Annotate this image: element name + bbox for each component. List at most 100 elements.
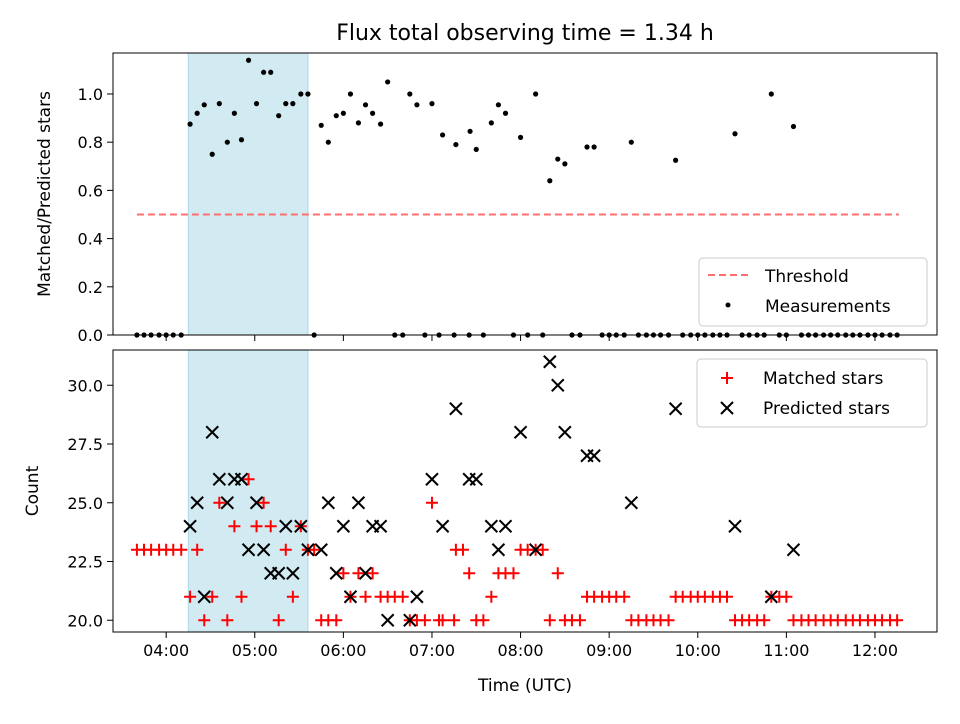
predicted-star-point-b [220, 496, 235, 510]
predicted-star-point-b [786, 543, 801, 557]
matched-star-point [662, 614, 675, 627]
predicted-star-point [205, 425, 219, 439]
predicted-star-point [624, 496, 639, 510]
predicted-star-point-b [469, 472, 483, 486]
matched-star-point [485, 590, 498, 603]
matched-star-point [456, 543, 469, 556]
measurement-point [268, 69, 274, 75]
predicted-star-point-b [249, 496, 264, 510]
predicted-star-point [183, 519, 197, 533]
predicted-star-point-b [498, 519, 513, 533]
measurement-point [194, 110, 200, 116]
predicted-star-point [469, 472, 483, 486]
predicted-star-point-b [528, 543, 543, 557]
predicted-star-point [314, 543, 328, 557]
measurement-point [502, 110, 509, 116]
measurement-point [440, 132, 446, 138]
predicted-star-point [513, 425, 528, 439]
matched-star-point [286, 590, 299, 603]
top-y-tick-label: 0.8 [78, 133, 103, 152]
predicted-star-point-b [587, 449, 601, 463]
legend-matched-swatch [721, 372, 733, 384]
measurement-point [231, 110, 237, 116]
matched-star-point [257, 496, 270, 509]
predicted-star-point [241, 543, 256, 557]
matched-star-point [337, 567, 350, 580]
measurement-point [768, 91, 774, 97]
measurement-point [216, 101, 222, 107]
matched-star-point [228, 520, 241, 533]
predicted-star-point [425, 472, 439, 486]
measurement-point [732, 131, 738, 137]
predicted-star-point [351, 496, 366, 510]
measurement-point [467, 128, 473, 134]
predicted-star-point-b [513, 425, 528, 439]
predicted-star-point-b [256, 543, 271, 557]
predicted-star-point-b [279, 519, 293, 533]
measurement-point [407, 91, 413, 97]
measurement-point [584, 144, 590, 150]
measurement-point [290, 101, 296, 107]
matched-star-point [425, 496, 438, 509]
legend-predicted-marker-b [720, 401, 734, 415]
top-legend-box [698, 257, 928, 327]
matched-star-point [191, 543, 204, 556]
bottom-x-tick-label: 12:00 [852, 641, 898, 660]
predicted-star-point [279, 519, 293, 533]
measurement-point [245, 57, 252, 63]
matched-star-point [721, 590, 734, 603]
predicted-star-point-b [425, 472, 439, 486]
predicted-star-point-b [301, 543, 315, 557]
predicted-star-point-b [205, 425, 219, 439]
bottom-y-tick-label: 22.5 [67, 553, 103, 572]
measurement-point [562, 161, 568, 167]
bottom-x-tick-label: 05:00 [232, 641, 278, 660]
bottom-y-tick-label: 20.0 [67, 611, 103, 630]
predicted-star-point [249, 496, 264, 510]
matched-star-point [436, 614, 449, 627]
matched-star-point [279, 543, 292, 556]
matched-star-point [418, 614, 431, 627]
matched-star-point [359, 590, 372, 603]
measurement-point [224, 139, 230, 145]
matched-star-point [463, 567, 476, 580]
matched-star-point [536, 543, 549, 556]
measurement-point [347, 91, 354, 97]
legend-predicted-swatch [720, 401, 734, 415]
matched-star-point [221, 614, 234, 627]
predicted-star-point-b [403, 613, 417, 627]
matched-star-point [618, 590, 631, 603]
measurement-point [298, 91, 304, 97]
measurement-point [253, 101, 260, 107]
predicted-star-point [212, 472, 227, 486]
legend-measurements-label: Measurements [765, 297, 891, 317]
bottom-plot-frame [112, 349, 938, 633]
top-y-axis-label: Matched/Predicted stars [35, 91, 55, 297]
measurement-point [790, 123, 797, 130]
bottom-y-tick-label: 30.0 [67, 376, 103, 395]
predicted-star-point [528, 543, 543, 557]
bottom-x-tick-label: 08:00 [498, 641, 544, 660]
predicted-star-point-b [336, 519, 351, 533]
predicted-star-point [764, 590, 779, 604]
bottom-y-axis-label: Count [23, 465, 43, 516]
bottom-axes: 20.0 22.5 25.0 27.5 30.0 04:00 05:00 06:00 07:00… [67, 349, 938, 660]
predicted-star-point [403, 613, 417, 627]
legend-matched-marker [721, 372, 733, 384]
measurement-point [517, 134, 524, 140]
predicted-star-point [484, 519, 499, 533]
measurement-point [495, 102, 502, 108]
chart-title: Flux total observing time = 1.34 h [336, 21, 714, 46]
top-axes: 0.0 0.2 0.4 0.6 0.8 1.0 [78, 52, 938, 345]
measurement-point [370, 110, 376, 116]
predicted-star-point-b [410, 590, 424, 604]
predicted-star-point-b [197, 590, 211, 604]
matched-star-point [235, 590, 248, 603]
predicted-star-point-b [373, 519, 388, 533]
matched-star-point [330, 614, 343, 627]
matched-star-point [352, 567, 365, 580]
predicted-star-point-b [241, 543, 256, 557]
predicted-star-point [286, 566, 300, 580]
